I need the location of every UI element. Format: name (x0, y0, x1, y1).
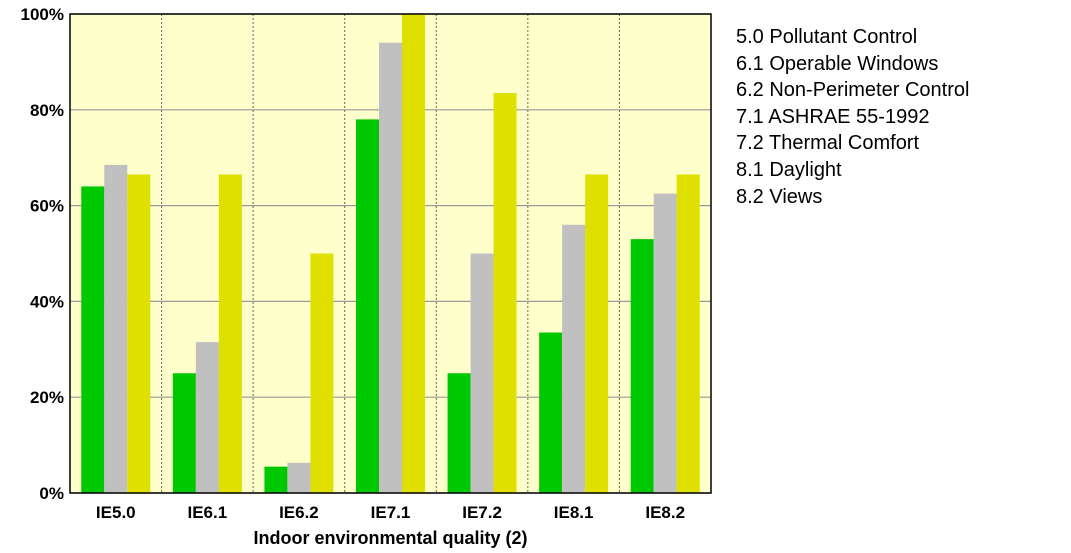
x-tick-label: IE7.2 (462, 503, 502, 522)
y-tick-label: 60% (30, 197, 64, 216)
bar (493, 93, 517, 493)
bar (402, 14, 425, 493)
x-axis-ticks: IE5.0 IE6.1 IE6.2 IE7.1 IE7.2 IE8.1 IE8.2 (96, 503, 685, 522)
x-tick-label: IE8.2 (645, 503, 685, 522)
legend-item: 6.1 Operable Windows (736, 52, 939, 75)
y-tick-label: 20% (30, 388, 64, 407)
legend-item: 5.0 Pollutant Control (736, 26, 918, 48)
x-tick-label: IE6.2 (279, 503, 319, 522)
bar (104, 164, 128, 493)
bar (562, 224, 586, 493)
x-axis-title: Indoor environmental quality (2) (253, 528, 527, 548)
bar (539, 332, 563, 493)
y-tick-label: 80% (30, 101, 64, 120)
bar (195, 342, 219, 493)
legend-item: 7.1 ASHRAE 55-1992 (736, 105, 930, 128)
bar (653, 193, 677, 493)
bar (81, 186, 105, 493)
x-tick-label: IE6.1 (188, 503, 228, 522)
legend-item: 8.2 Views (736, 185, 823, 208)
bar (585, 174, 609, 493)
x-tick-label: IE5.0 (96, 503, 136, 522)
chart: 0%20%40%60%80%100% IE5.0 IE6.1 IE6.2 IE7.1 I… (21, 5, 712, 548)
bar (676, 174, 700, 493)
y-tick-label: 100% (21, 5, 64, 24)
bar (470, 253, 494, 493)
y-tick-label: 0% (39, 484, 64, 503)
legend-item: 8.1 Daylight (736, 158, 842, 181)
bar (447, 373, 471, 493)
bar (264, 466, 288, 493)
legend-item: 6.2 Non-Perimeter Control (736, 79, 970, 102)
bar (127, 174, 151, 493)
y-axis-ticks: 0% 20% 40% 60% 80% 100% (21, 5, 64, 503)
plot-frame (69, 13, 712, 494)
y-tick-label: 40% (30, 292, 64, 311)
x-tick-label: IE7.1 (371, 503, 411, 522)
x-tick-label: IE8.1 (554, 503, 594, 522)
legend-item: 7.2 Thermal Comfort (736, 132, 920, 155)
legend: 5.0 Pollutant Control 6.1 Operable Window… (736, 24, 969, 210)
bar (630, 239, 654, 493)
bar (379, 42, 402, 494)
bar (310, 253, 334, 493)
bar (356, 119, 379, 493)
bars (81, 14, 700, 494)
bar (287, 462, 311, 493)
bar (218, 174, 242, 493)
bar (172, 373, 196, 493)
